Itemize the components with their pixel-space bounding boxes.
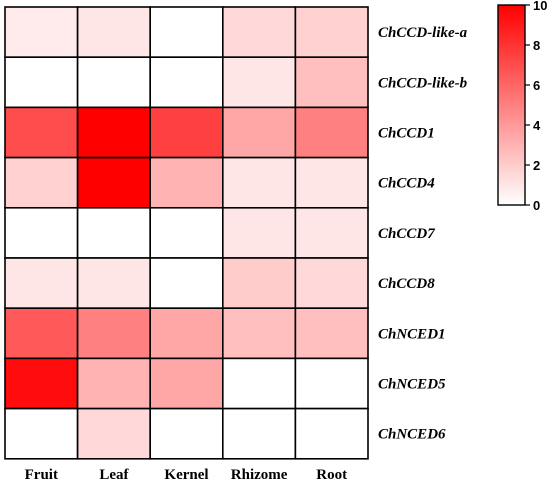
colorbar-tick-label: 0 <box>533 198 540 213</box>
heatmap-cell-chccd7-fruit <box>4 207 79 259</box>
heatmap-cell-chnced6-fruit <box>4 407 79 460</box>
heatmap-cell-chccd-like-a-leaf <box>76 6 151 59</box>
heatmap-cell-chnced1-rhizome <box>222 307 297 360</box>
heatmap-cell-chccd4-leaf <box>76 156 151 209</box>
row-label-chccd8: ChCCD8 <box>378 276 435 292</box>
heatmap-cell-chccd1-leaf <box>76 106 151 159</box>
row-label-chnced1: ChNCED1 <box>378 326 446 342</box>
column-label-fruit: Fruit <box>25 467 58 482</box>
heatmap-cell-chnced6-leaf <box>76 407 151 460</box>
heatmap-cell-chccd8-rhizome <box>222 257 297 310</box>
heatmap-cell-chnced6-rhizome <box>222 407 297 460</box>
column-label-kernel: Kernel <box>164 467 208 482</box>
heatmap-cell-chnced5-fruit <box>4 357 79 410</box>
row-label-chccd4: ChCCD4 <box>378 176 435 192</box>
colorbar-gradient <box>498 5 525 205</box>
heatmap-cell-chccd-like-a-rhizome <box>222 6 297 59</box>
column-label-root: Root <box>316 467 347 482</box>
heatmap-cell-chccd8-fruit <box>4 257 79 310</box>
column-label-leaf: Leaf <box>99 467 129 482</box>
heatmap-cell-chnced1-fruit <box>4 307 79 360</box>
heatmap-cell-chnced5-leaf <box>76 357 151 410</box>
heatmap-cell-chccd-like-b-root <box>294 56 369 109</box>
heatmap-cell-chccd7-root <box>294 207 369 259</box>
row-label-chccd7: ChCCD7 <box>378 226 435 242</box>
heatmap-cells <box>4 6 369 460</box>
heatmap-cell-chccd8-kernel <box>149 257 224 310</box>
row-label-chccd-like-b: ChCCD-like-b <box>378 75 468 91</box>
heatmap-cell-chccd-like-b-kernel <box>149 56 224 109</box>
heatmap-cell-chccd7-rhizome <box>222 207 297 259</box>
heatmap-cell-chnced6-root <box>294 407 369 460</box>
heatmap-cell-chccd8-root <box>294 257 369 310</box>
heatmap-cell-chccd-like-a-root <box>294 6 369 59</box>
heatmap-cell-chnced6-kernel <box>149 407 224 460</box>
colorbar-tick-label: 2 <box>533 158 540 173</box>
row-label-chnced5: ChNCED5 <box>378 377 446 393</box>
column-labels: Fruit Leaf Kernel Rhizome Root <box>25 467 347 482</box>
row-label-chccd-like-a: ChCCD-like-a <box>378 25 468 41</box>
heatmap-cell-chnced1-root <box>294 307 369 360</box>
heatmap-cell-chccd1-rhizome <box>222 106 297 159</box>
row-labels: ChCCD-like-a ChCCD-like-b ChCCD1 ChCCD4 ChCC… <box>378 25 468 443</box>
row-label-chccd1: ChCCD1 <box>378 126 435 142</box>
heatmap-cell-chccd4-fruit <box>4 156 79 209</box>
colorbar-ticks: 0 2 4 6 8 10 <box>525 0 547 213</box>
heatmap-cell-chnced5-rhizome <box>222 357 297 410</box>
heatmap-cell-chccd-like-b-leaf <box>76 56 151 109</box>
column-label-rhizome: Rhizome <box>231 467 288 482</box>
heatmap-cell-chccd-like-b-rhizome <box>222 56 297 109</box>
heatmap-cell-chccd4-rhizome <box>222 156 297 209</box>
colorbar-tick-label: 4 <box>533 118 541 133</box>
heatmap-cell-chccd7-kernel <box>149 207 224 259</box>
heatmap-cell-chnced1-leaf <box>76 307 151 360</box>
heatmap-cell-chccd7-leaf <box>76 207 151 259</box>
heatmap-cell-chnced5-kernel <box>149 357 224 410</box>
heatmap-cell-chccd1-fruit <box>4 106 79 159</box>
heatmap-cell-chccd4-kernel <box>149 156 224 209</box>
heatmap-cell-chccd-like-a-kernel <box>149 6 224 59</box>
colorbar-tick-label: 10 <box>533 0 547 13</box>
row-label-chnced6: ChNCED6 <box>378 427 446 443</box>
heatmap-cell-chnced1-kernel <box>149 307 224 360</box>
heatmap-cell-chccd1-kernel <box>149 106 224 159</box>
heatmap-cell-chccd1-root <box>294 106 369 159</box>
colorbar-frame <box>497 4 526 206</box>
colorbar-tick-label: 8 <box>533 38 540 53</box>
heatmap-cell-chccd-like-b-fruit <box>4 56 79 109</box>
heatmap-cell-chccd4-root <box>294 156 369 209</box>
colorbar: 0 2 4 6 8 10 <box>497 0 547 213</box>
heatmap-cell-chccd-like-a-fruit <box>4 6 79 59</box>
heatmap-cell-chccd8-leaf <box>76 257 151 310</box>
heatmap-cell-chnced5-root <box>294 357 369 410</box>
colorbar-tick-label: 6 <box>533 78 540 93</box>
